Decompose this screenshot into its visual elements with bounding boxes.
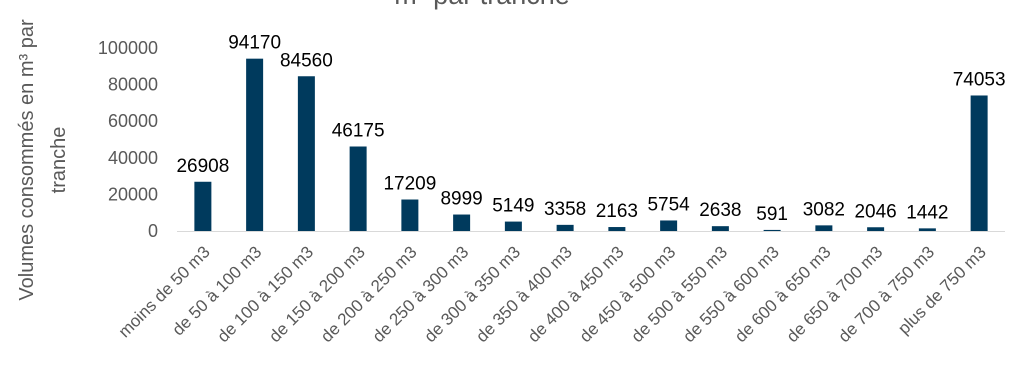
data-label: 17209 [383, 174, 436, 195]
data-label: 2638 [699, 200, 741, 221]
chart-title: m³ par tranche [394, 0, 570, 10]
data-label: 1442 [906, 202, 948, 223]
bar [194, 181, 212, 231]
data-label: 74053 [953, 69, 1006, 90]
data-label: 3358 [544, 199, 586, 220]
x-tick-label: de 100 à 150 m3 [214, 242, 318, 346]
x-tick-label: moins de 50 m3 [115, 242, 214, 341]
x-tick-label: de 200 à 250 m3 [317, 242, 421, 346]
bars [194, 58, 988, 232]
data-label: 5149 [492, 196, 534, 217]
x-tick-label: de 400 à 450 m3 [524, 242, 628, 346]
y-axis-label-line2: tranche [48, 127, 70, 194]
x-tick-label: de 500 à 550 m3 [628, 242, 732, 346]
y-axis-label-line1: Volumes consommés en m³ par [16, 19, 38, 301]
y-tick-label: 100000 [98, 38, 158, 58]
y-axis-ticks: 0 20000 40000 60000 80000 100000 [98, 38, 158, 241]
x-tick-label: de 550 à 600 m3 [679, 242, 783, 346]
y-tick-label: 80000 [108, 75, 158, 95]
data-label: 2046 [854, 201, 896, 222]
data-label: 3082 [803, 199, 845, 220]
data-label: 26908 [176, 156, 229, 177]
bar [711, 226, 729, 231]
data-label: 94170 [228, 33, 281, 54]
data-label: 84560 [280, 50, 333, 71]
x-tick-label: de 600 à 650 m3 [731, 242, 835, 346]
data-label: 591 [756, 204, 788, 225]
y-tick-label: 60000 [108, 111, 158, 131]
bar [297, 76, 315, 231]
bar [349, 146, 367, 231]
y-tick-label: 20000 [108, 184, 158, 204]
y-tick-label: 0 [148, 221, 158, 241]
bar [763, 229, 781, 231]
bar [401, 199, 419, 231]
data-label: 5754 [647, 194, 690, 215]
x-tick-label: de 50 à 100 m3 [168, 242, 265, 339]
x-tick-label: de 150 à 200 m3 [265, 242, 369, 346]
bar [970, 95, 988, 232]
bar [246, 58, 264, 231]
x-tick-label: de 450 à 500 m3 [576, 242, 680, 346]
bar [556, 224, 574, 231]
data-label: 46175 [332, 120, 385, 141]
x-tick-label: de 650 à 700 m3 [783, 242, 887, 346]
y-tick-label: 40000 [108, 148, 158, 168]
bar [504, 221, 522, 231]
y-axis-label: Volumes consommés en m³ par tranche [16, 19, 70, 301]
x-tick-label: de 700 à 750 m3 [835, 242, 939, 346]
data-label: 8999 [440, 189, 482, 210]
data-label: 2163 [596, 201, 638, 222]
bar [453, 214, 471, 231]
x-tick-label: de 300 à 350 m3 [421, 242, 525, 346]
bar [608, 227, 626, 231]
bar [660, 220, 678, 231]
x-tick-label: de 350 à 400 m3 [472, 242, 576, 346]
x-tick-label: plus de 750 m3 [894, 242, 990, 338]
bar [867, 227, 885, 231]
bar [815, 225, 833, 231]
bar [918, 228, 936, 231]
x-tick-label: de 250 à 300 m3 [369, 242, 473, 346]
